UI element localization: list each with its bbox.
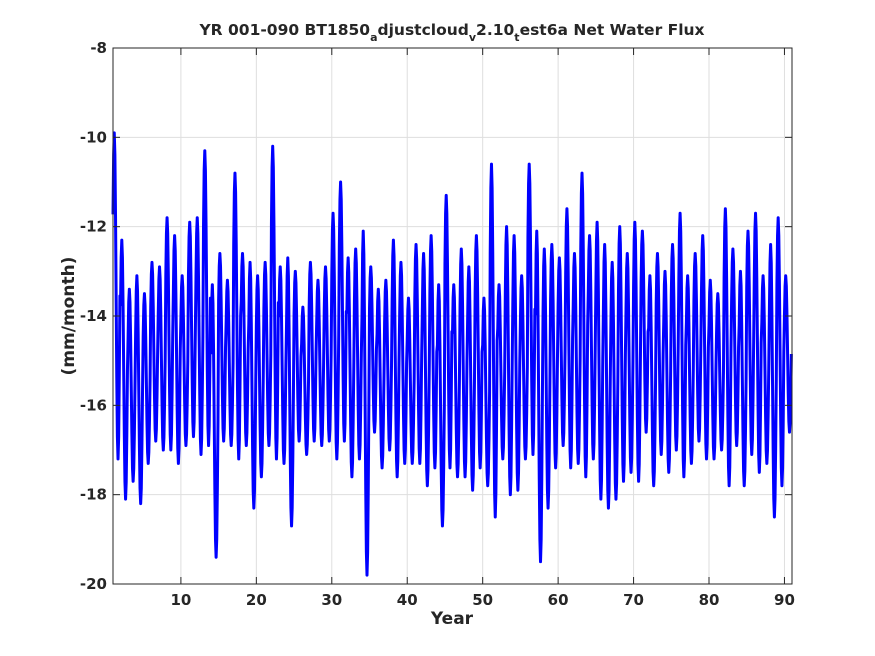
x-tick-labels: 10 20 30 40 50 60 70 80 90 [170,591,794,609]
chart-title-text: YR 001-090 BT1850adjustcloudv2.10test6a … [198,21,704,44]
x-tick-label: 10 [170,591,191,609]
y-tick-label: -18 [80,486,107,504]
x-tick-label: 20 [246,591,267,609]
title-subscript: t [514,31,519,44]
title-subscript: a [370,31,377,44]
title-segment: 2.10 [476,21,514,39]
net-water-flux-line [111,131,793,577]
title-segment: YR 001-090 BT1850 [198,21,370,39]
tick-marks [113,47,792,585]
x-tick-label: 70 [623,591,644,609]
title-segment: est6a Net Water Flux [520,21,705,39]
y-axis-label: (mm/month) [59,257,79,376]
x-tick-label: 50 [472,591,493,609]
y-tick-label: -14 [80,307,107,325]
x-tick-label: 30 [321,591,342,609]
x-tick-label: 90 [774,591,795,609]
series-layer [111,131,793,577]
chart-title: YR 001-090 BT1850adjustcloudv2.10test6a … [198,21,704,44]
y-tick-label: -8 [90,39,107,57]
y-tick-labels: -20 -18 -16 -14 -12 -10 -8 [80,39,107,593]
y-tick-label: -20 [80,575,107,593]
x-tick-label: 60 [548,591,569,609]
y-tick-label: -12 [80,218,107,236]
x-tick-label: 80 [699,591,720,609]
title-subscript: v [469,31,477,44]
x-tick-label: 40 [397,591,418,609]
y-tick-label: -16 [80,396,107,414]
y-tick-label: -10 [80,128,107,146]
x-axis-label: Year [430,609,474,629]
title-segment: djustcloud [378,21,469,39]
